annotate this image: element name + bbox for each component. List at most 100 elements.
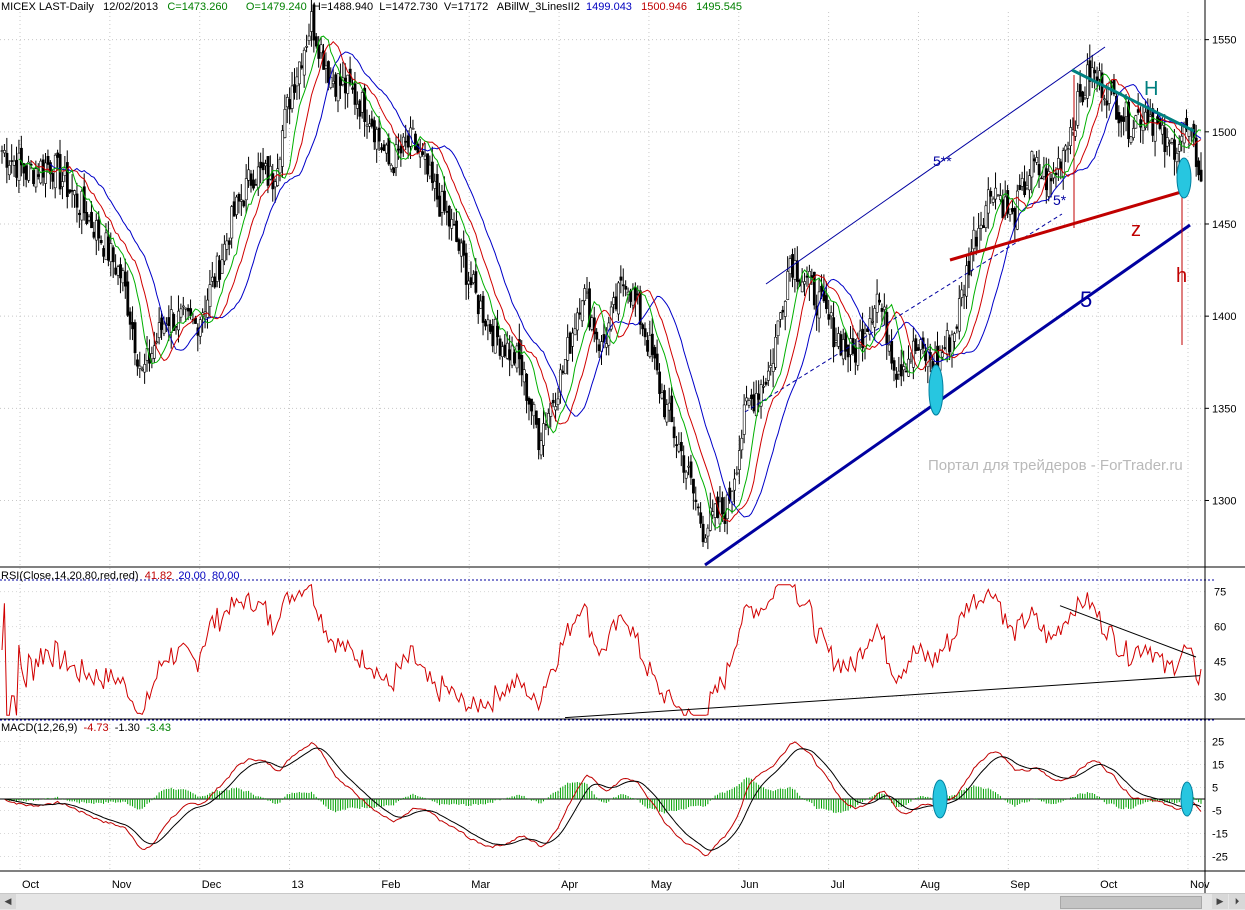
candle-body <box>878 299 881 303</box>
candle-body <box>1028 175 1031 191</box>
candle-body <box>80 190 84 221</box>
scroll-end-icon[interactable]: ⏵ <box>1229 894 1245 909</box>
candle-body <box>261 162 265 171</box>
horizontal-scrollbar[interactable]: ◀ ▶ ⏵ <box>0 893 1245 910</box>
candle-body <box>1040 177 1043 180</box>
candle-body <box>568 332 572 354</box>
scroll-right-icon[interactable]: ▶ <box>1212 894 1228 909</box>
candle-body <box>440 191 444 213</box>
candle-body <box>1119 115 1123 122</box>
candle-body <box>1194 137 1198 167</box>
candle-body <box>397 148 400 151</box>
candle-body <box>556 398 560 405</box>
ma-red-line <box>30 40 1202 523</box>
candle-body <box>155 341 159 344</box>
candle-body <box>612 297 616 305</box>
candle-body <box>73 190 77 196</box>
candle-body <box>92 231 96 238</box>
highlight-ellipse-macd-1 <box>932 779 948 819</box>
candle-body <box>290 85 294 109</box>
candle-body <box>295 76 299 87</box>
candle-body <box>653 347 657 359</box>
candle-body <box>1025 185 1029 189</box>
price-series <box>0 0 1203 550</box>
candle-body <box>430 161 434 183</box>
highlight-ellipse-macd-2 <box>1180 781 1194 817</box>
candle-body <box>841 339 845 360</box>
candle-body <box>617 282 620 315</box>
candle-body <box>856 337 860 366</box>
candle-body <box>943 347 947 349</box>
candle-body <box>820 285 823 292</box>
watermark: Портал для трейдеров - ForTrader.ru <box>928 457 1183 474</box>
grid <box>0 12 1215 871</box>
label-wave-5ss: 5** <box>933 153 952 169</box>
scroll-thumb[interactable] <box>1060 896 1202 909</box>
candle-body <box>102 248 106 257</box>
candle-body <box>1105 100 1109 106</box>
rsi-tick-label: 75 <box>1214 587 1226 599</box>
candle-body <box>544 424 548 426</box>
candle-body <box>399 145 403 154</box>
candle-body <box>237 194 241 202</box>
candle-body <box>682 455 686 473</box>
candle-body <box>518 339 521 360</box>
candle-body <box>670 395 674 423</box>
candle-body <box>36 174 40 177</box>
candle-body <box>803 281 807 285</box>
candle-body <box>213 276 217 288</box>
candle-body <box>607 322 611 346</box>
candle-body <box>1011 208 1014 212</box>
candle-body <box>394 144 398 168</box>
candle-body <box>837 333 840 347</box>
candle-body <box>1173 139 1176 160</box>
candle-body <box>249 173 253 186</box>
candle-body <box>1117 112 1121 124</box>
candle-body <box>387 137 391 165</box>
candle-body <box>783 301 787 317</box>
month-tick-label: Dec <box>202 879 222 891</box>
candle-body <box>116 266 120 276</box>
candle-body <box>776 320 780 337</box>
candle-body <box>1197 160 1201 176</box>
candle-body <box>774 336 778 368</box>
candle-body <box>186 307 190 312</box>
candle-body <box>687 465 691 468</box>
candle-body <box>779 312 782 320</box>
candle-body <box>762 385 765 388</box>
candle-body <box>336 73 340 102</box>
indicator-value-red: 1500.946 <box>641 1 687 13</box>
candle-body <box>285 97 289 108</box>
candle-body <box>508 349 512 361</box>
candle-body <box>334 74 338 97</box>
volume-label: V=17172 <box>443 1 489 13</box>
candle-body <box>353 83 357 105</box>
candle-body <box>0 150 4 152</box>
candle-body <box>590 317 594 330</box>
candle-body <box>1054 172 1058 176</box>
candle-body <box>452 223 456 226</box>
close-label: C=1473.260 <box>167 1 228 13</box>
candle-body <box>576 312 579 331</box>
rsi-value: 41.82 <box>144 570 173 582</box>
trend-lines: Hz h 5 5** 5* <box>704 46 1195 567</box>
candle-body <box>5 152 9 168</box>
candle-body <box>866 328 869 332</box>
candle-body <box>46 155 50 165</box>
candle-body <box>459 242 463 257</box>
candle-body <box>887 344 891 352</box>
candle-body <box>1037 164 1041 176</box>
candle-body <box>223 243 226 262</box>
candle-body <box>547 413 550 428</box>
candle-body <box>766 370 770 381</box>
candle-body <box>1030 151 1034 178</box>
candle-body <box>561 370 565 374</box>
candle-body <box>899 364 903 377</box>
candle-body <box>256 166 260 189</box>
candle-body <box>1129 136 1133 143</box>
candle-body <box>1006 190 1010 214</box>
candle-body <box>873 308 877 328</box>
candle-body <box>160 317 164 330</box>
scroll-left-icon[interactable]: ◀ <box>0 894 16 909</box>
